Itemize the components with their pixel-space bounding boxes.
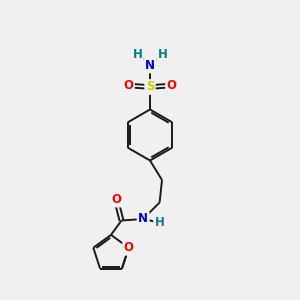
- Text: H: H: [155, 216, 164, 229]
- Text: S: S: [146, 80, 154, 94]
- Text: O: O: [123, 79, 134, 92]
- Text: N: N: [138, 212, 148, 226]
- Text: N: N: [145, 59, 155, 72]
- Text: H: H: [158, 47, 167, 61]
- Text: H: H: [133, 47, 142, 61]
- Text: O: O: [167, 79, 177, 92]
- Text: O: O: [124, 241, 134, 254]
- Text: O: O: [111, 193, 121, 206]
